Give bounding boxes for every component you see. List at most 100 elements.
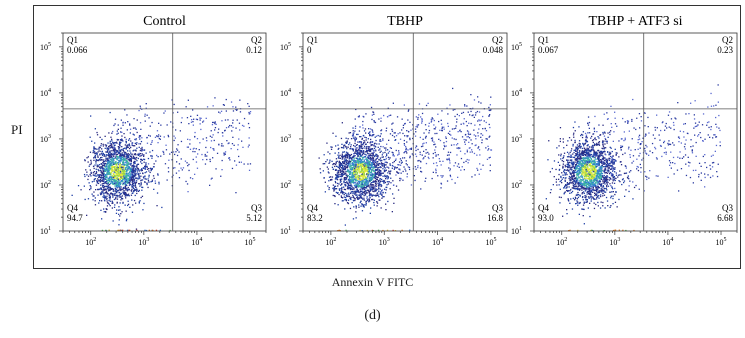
scatter-point xyxy=(213,149,215,151)
scatter-point xyxy=(94,173,96,175)
scatter-point xyxy=(180,167,182,169)
scatter-point xyxy=(424,155,426,157)
scatter-point xyxy=(407,166,409,168)
scatter-point xyxy=(389,163,391,165)
scatter-point xyxy=(369,195,371,197)
scatter-point xyxy=(327,185,329,187)
scatter-point xyxy=(425,149,427,151)
scatter-point xyxy=(342,161,344,163)
scatter-point xyxy=(480,102,482,104)
scatter-point xyxy=(616,152,618,154)
scatter-point xyxy=(344,155,347,158)
scatter-point xyxy=(210,178,212,180)
scatter-point xyxy=(341,168,343,170)
scatter-point xyxy=(351,202,353,204)
scatter-point xyxy=(369,171,371,173)
scatter-point xyxy=(380,207,382,209)
scatter-point xyxy=(375,178,378,180)
scatter-point xyxy=(595,189,597,192)
scatter-point xyxy=(341,174,343,176)
scatter-point xyxy=(104,182,106,184)
scatter-point xyxy=(365,180,367,182)
scatter-point xyxy=(360,200,362,202)
scatter-point xyxy=(383,196,385,198)
scatter-point xyxy=(355,138,357,140)
scatter-point xyxy=(376,162,378,164)
scatter-point xyxy=(170,151,173,153)
scatter-point xyxy=(153,188,155,190)
scatter-point xyxy=(108,170,110,172)
scatter-point xyxy=(144,229,146,231)
scatter-point xyxy=(94,128,96,130)
scatter-point xyxy=(348,195,351,198)
scatter-point xyxy=(356,180,358,182)
scatter-point xyxy=(114,188,117,190)
scatter-point xyxy=(371,130,374,132)
scatter-point xyxy=(93,149,95,151)
scatter-point xyxy=(352,178,354,180)
scatter-point xyxy=(433,144,435,146)
scatter-point xyxy=(89,188,91,191)
scatter-point xyxy=(329,179,332,181)
scatter-point xyxy=(141,195,144,197)
scatter-point xyxy=(212,148,214,150)
scatter-point xyxy=(198,149,200,151)
scatter-point xyxy=(232,126,234,128)
scatter-point xyxy=(243,163,245,165)
scatter-point xyxy=(394,159,397,161)
scatter-point xyxy=(351,181,354,183)
scatter-point xyxy=(319,172,322,174)
scatter-point xyxy=(601,175,604,177)
scatter-point xyxy=(117,156,119,159)
scatter-point xyxy=(126,145,128,147)
scatter-point xyxy=(338,155,340,158)
scatter-point xyxy=(108,177,110,179)
scatter-point xyxy=(89,185,91,187)
scatter-point xyxy=(107,186,109,189)
scatter-point xyxy=(99,166,101,169)
scatter-point xyxy=(366,183,368,185)
scatter-point xyxy=(109,144,111,146)
scatter-point xyxy=(378,166,380,169)
scatter-point xyxy=(387,200,389,203)
scatter-point xyxy=(400,172,402,174)
scatter-point xyxy=(568,200,570,202)
scatter-point xyxy=(128,153,130,156)
scatter-point xyxy=(337,173,339,175)
scatter-point xyxy=(344,192,347,194)
scatter-point xyxy=(125,146,127,148)
scatter-point xyxy=(327,151,329,153)
scatter-point xyxy=(388,167,390,169)
scatter-point xyxy=(367,163,369,165)
scatter-point xyxy=(610,205,612,207)
scatter-point xyxy=(108,166,110,169)
scatter-point xyxy=(249,112,251,115)
scatter-point xyxy=(171,99,173,101)
scatter-point xyxy=(585,149,587,151)
scatter-point xyxy=(114,183,116,185)
scatter-point xyxy=(372,198,374,201)
scatter-point xyxy=(563,169,565,171)
scatter-point xyxy=(86,171,88,173)
scatter-point xyxy=(436,132,438,135)
scatter-point xyxy=(131,143,133,145)
scatter-point xyxy=(488,115,490,117)
scatter-point xyxy=(364,153,366,155)
scatter-point xyxy=(344,198,347,201)
scatter-point xyxy=(348,157,351,159)
scatter-point xyxy=(609,165,611,167)
scatter-point xyxy=(124,178,126,180)
scatter-point xyxy=(460,131,462,133)
scatter-point xyxy=(432,118,434,120)
scatter-point xyxy=(365,176,367,178)
scatter-point xyxy=(476,110,479,113)
scatter-point xyxy=(355,108,357,111)
scatter-point xyxy=(480,168,482,170)
scatter-point xyxy=(120,189,122,192)
scatter-point xyxy=(372,152,374,154)
scatter-point xyxy=(132,175,134,178)
scatter-point xyxy=(369,141,372,143)
scatter-point xyxy=(119,143,121,145)
scatter-point xyxy=(357,160,359,163)
scatter-point xyxy=(83,185,85,187)
